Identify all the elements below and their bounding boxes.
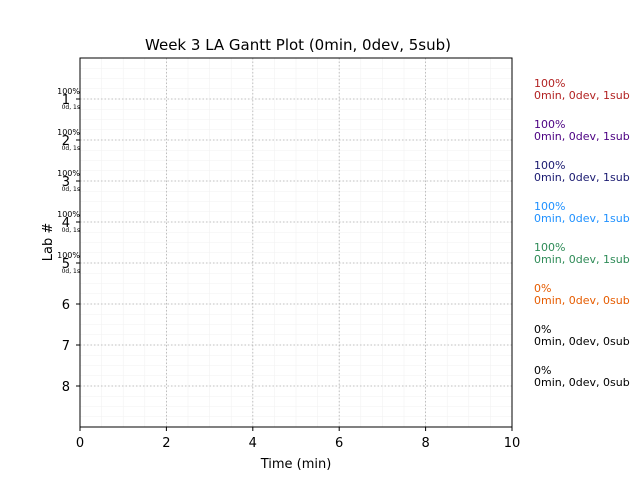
legend-summary: 0min, 0dev, 1sub [534, 89, 630, 102]
legend-summary: 0min, 0dev, 1sub [534, 171, 630, 184]
y-tick-label: 3 [62, 175, 70, 190]
grid-layer [79, 57, 513, 428]
x-axis-label: Time (min) [260, 457, 332, 472]
bar-percent-label: 100% [57, 128, 80, 137]
bar-percent-label: 100% [57, 210, 80, 219]
plot-area-frame [79, 57, 513, 428]
bar-percent-label: 100% [57, 87, 80, 96]
bar-sub-label: 0d, 1s [62, 104, 80, 111]
y-tick-label: 2 [62, 134, 70, 149]
bar-percent-label: 100% [57, 251, 80, 260]
legend-percent: 0% [534, 282, 551, 295]
x-tick-label: 8 [421, 436, 429, 451]
x-tick-label: 2 [162, 436, 170, 451]
legend-summary: 0min, 0dev, 1sub [534, 130, 630, 143]
legend-percent: 100% [534, 200, 565, 213]
y-tick-label: 8 [62, 380, 70, 395]
legend-percent: 0% [534, 323, 551, 336]
bar-sub-label: 0d, 1s [62, 145, 80, 152]
x-axis-ticks: 0 2 4 6 8 10 [76, 427, 520, 451]
legend-summary: 0min, 0dev, 0sub [534, 335, 630, 348]
y-tick-label: 1 [62, 93, 70, 108]
legend-summary: 0min, 0dev, 1sub [534, 212, 630, 225]
legend-percent: 100% [534, 77, 565, 90]
x-tick-label: 10 [504, 436, 521, 451]
bar-sub-label: 0d, 1s [62, 227, 80, 234]
y-axis-ticks: 1 2 3 4 5 6 7 8 [62, 93, 80, 395]
legend-percent: 100% [534, 159, 565, 172]
bar-percent-label: 100% [57, 169, 80, 178]
legend-summary: 0min, 0dev, 1sub [534, 253, 630, 266]
x-tick-label: 4 [249, 436, 257, 451]
x-tick-label: 0 [76, 436, 84, 451]
bar-sub-label: 0d, 1s [62, 268, 80, 275]
legend-percent: 100% [534, 241, 565, 254]
y-tick-label: 4 [62, 216, 70, 231]
legend-summary: 0min, 0dev, 0sub [534, 376, 630, 389]
y-tick-label: 6 [62, 298, 70, 313]
x-tick-label: 6 [335, 436, 343, 451]
y-tick-label: 5 [62, 257, 70, 272]
y-axis-label: Lab # [41, 223, 56, 262]
bar-labels: 100% 0d, 1s 100% 0d, 1s 100% 0d, 1s 100% 0d, 1s… [57, 87, 80, 275]
chart-title: Week 3 LA Gantt Plot (0min, 0dev, 5sub) [145, 36, 451, 54]
y-tick-label: 7 [62, 339, 70, 354]
bar-sub-label: 0d, 1s [62, 186, 80, 193]
legend-percent: 0% [534, 364, 551, 377]
legend-percent: 100% [534, 118, 565, 131]
legend-summary: 0min, 0dev, 0sub [534, 294, 630, 307]
